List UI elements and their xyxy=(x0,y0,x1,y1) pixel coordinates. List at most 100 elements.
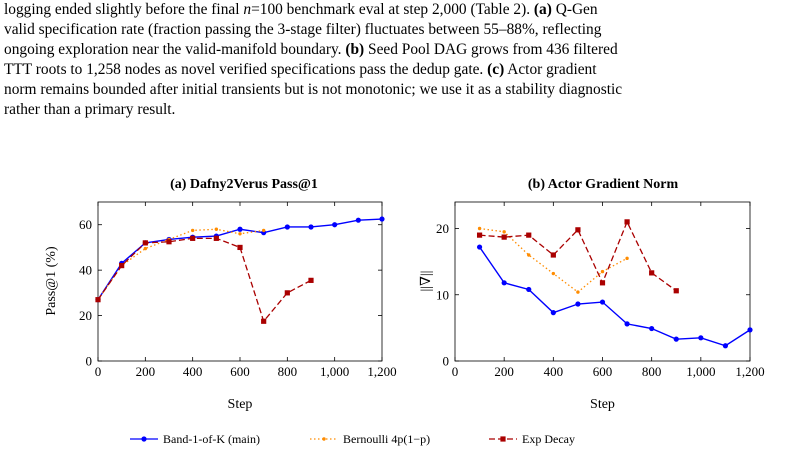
x-tick-label: 600 xyxy=(593,364,613,379)
caption-text: valid specification rate (fraction passi… xyxy=(4,21,602,38)
data-point xyxy=(238,232,242,236)
caption-line: TTT roots to 1,258 nodes as novel verifi… xyxy=(4,60,804,80)
caption-text: logging ended slightly before the final xyxy=(4,1,244,18)
data-point xyxy=(477,226,482,231)
data-point xyxy=(747,327,753,333)
y-tick-label: 0 xyxy=(86,354,93,369)
caption-text: TTT roots to 1,258 nodes as novel verifi… xyxy=(4,61,488,78)
x-tick-label: 1,200 xyxy=(367,364,396,379)
data-point xyxy=(261,318,267,324)
x-tick-label: 600 xyxy=(230,364,250,379)
x-tick-label: 400 xyxy=(183,364,203,379)
y-axis-label: Pass@1 (%) xyxy=(44,246,59,316)
caption-text: Q-Gen xyxy=(551,1,598,18)
series-0 xyxy=(476,244,753,349)
legend-item: Band-1-of-K (main) xyxy=(130,432,260,446)
x-tick-label: 0 xyxy=(452,364,459,379)
plot-area xyxy=(97,201,383,362)
x-tick-label: 200 xyxy=(494,364,514,379)
legend-marker xyxy=(141,436,147,442)
caption-line: norm remains bounded after initial trans… xyxy=(4,80,804,100)
series-line xyxy=(97,228,264,301)
series-line xyxy=(479,220,677,292)
caption-text: n xyxy=(243,1,252,18)
data-point xyxy=(190,235,196,241)
data-point xyxy=(599,299,606,305)
x-axis-label: Step xyxy=(590,397,615,412)
data-point xyxy=(284,224,290,230)
x-tick-label: 200 xyxy=(136,364,156,379)
data-point xyxy=(550,252,556,258)
data-point xyxy=(119,263,125,269)
series-line xyxy=(479,246,751,347)
data-point xyxy=(308,277,314,283)
legend-marker xyxy=(500,436,506,442)
x-tick-label: 1,000 xyxy=(686,364,715,379)
data-point xyxy=(624,219,630,225)
data-point xyxy=(600,269,605,274)
legend-label: Band-1-of-K (main) xyxy=(163,432,260,446)
data-point xyxy=(575,301,581,307)
data-point xyxy=(237,244,243,251)
caption-line: valid specification rate (fraction passi… xyxy=(4,20,804,40)
y-tick-label: 20 xyxy=(79,308,92,323)
x-tick-label: 800 xyxy=(642,364,662,379)
x-tick-label: 400 xyxy=(544,364,564,379)
series-2 xyxy=(95,235,314,324)
data-point xyxy=(501,280,507,286)
y-tick-label: 40 xyxy=(79,263,92,278)
legend-marker xyxy=(322,437,326,441)
data-point xyxy=(551,271,556,276)
data-point xyxy=(673,336,679,342)
data-point xyxy=(722,343,729,349)
caption-line: logging ended slightly before the final … xyxy=(4,0,804,20)
data-point xyxy=(698,335,704,341)
caption-text: ongoing exploration near the valid-manif… xyxy=(4,41,346,58)
data-point xyxy=(576,290,580,294)
data-point xyxy=(261,228,266,233)
data-point xyxy=(332,222,338,228)
data-point xyxy=(526,232,532,238)
x-tick-label: 800 xyxy=(278,364,298,379)
data-point xyxy=(649,325,655,332)
data-point xyxy=(575,227,581,233)
y-tick-label: 0 xyxy=(443,354,450,369)
series-2 xyxy=(476,219,679,294)
data-point xyxy=(142,240,148,246)
data-point xyxy=(143,246,148,251)
caption-text: (b) xyxy=(345,41,365,58)
series-line xyxy=(97,237,312,323)
data-point xyxy=(625,256,629,261)
data-point xyxy=(190,228,195,233)
chart-panel-0: (a) Dafny2Verus Pass@10 200 400 600 800 1,000… xyxy=(44,177,397,412)
data-point xyxy=(308,224,314,230)
caption-line: ongoing exploration near the valid-manif… xyxy=(4,40,804,60)
figure-caption: logging ended slightly before the final … xyxy=(4,0,804,120)
data-point xyxy=(527,253,531,257)
y-tick-label: 10 xyxy=(436,287,449,302)
data-point xyxy=(649,270,655,276)
data-point xyxy=(624,321,630,327)
data-point xyxy=(476,232,483,238)
x-tick-label: 1,000 xyxy=(320,364,349,379)
data-point xyxy=(526,286,532,293)
caption-text: Actor gradient xyxy=(504,61,597,78)
data-point xyxy=(501,234,507,240)
legend: Band-1-of-K (main) Bernoulli 4p(1−p) Exp D… xyxy=(130,432,575,446)
data-point xyxy=(355,217,361,223)
x-tick-label: 0 xyxy=(95,364,102,379)
series-1 xyxy=(477,226,629,294)
y-axis-label: ||∇|| xyxy=(419,271,434,292)
data-point xyxy=(213,235,219,241)
data-point xyxy=(550,310,556,316)
caption-text: rather than a primary result. xyxy=(4,101,176,118)
chart-title: (a) Dafny2Verus Pass@1 xyxy=(170,177,318,192)
data-point xyxy=(95,297,101,303)
data-point xyxy=(476,244,483,250)
data-point xyxy=(284,290,290,296)
x-tick-label: 1,200 xyxy=(735,364,764,379)
series-0 xyxy=(95,216,385,303)
y-tick-label: 20 xyxy=(436,221,449,236)
